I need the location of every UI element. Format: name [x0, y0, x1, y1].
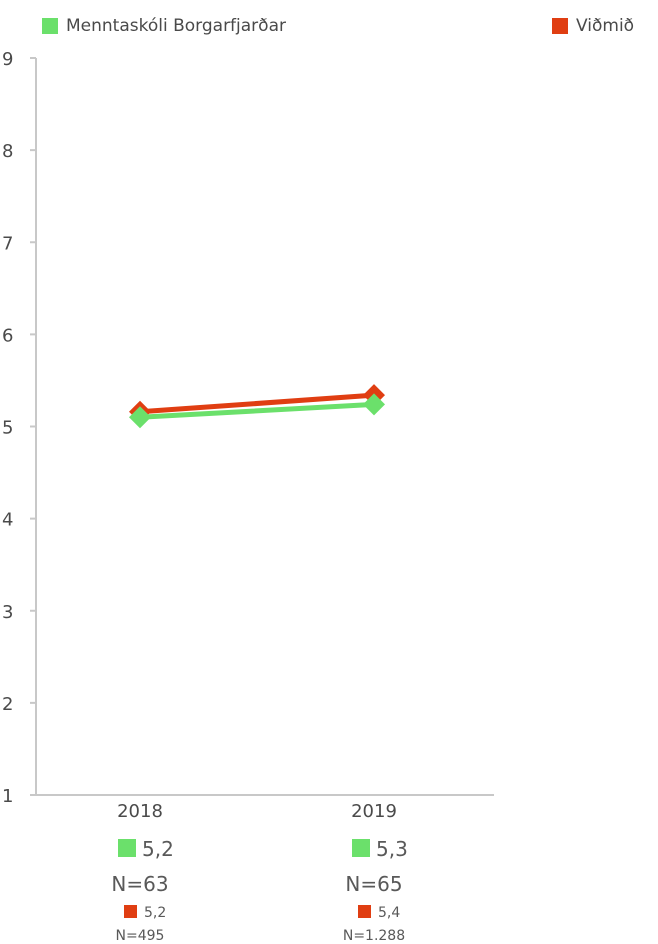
data-point-primary: [129, 406, 151, 429]
annotation-primary-n: N=65: [345, 872, 402, 896]
series-line-primary: [137, 401, 377, 420]
annotation-reference-n: N=1.288: [343, 928, 405, 944]
y-tick-label: 6: [2, 325, 13, 346]
annotation-swatch-primary: [118, 839, 136, 857]
y-tick-label: 5: [2, 418, 13, 439]
y-tick-label: 4: [2, 510, 13, 531]
legend-label-primary: Menntaskóli Borgarfjarðar: [66, 16, 286, 36]
legend-swatch-reference: [552, 18, 568, 34]
data-point-primary: [363, 393, 385, 416]
annotation-swatch-reference: [124, 905, 137, 918]
annotation-reference-value: 5,2: [144, 905, 166, 921]
annotation-reference-n: N=495: [116, 928, 165, 944]
annotation-swatch-reference: [358, 905, 371, 918]
legend-item-reference[interactable]: Viðmið: [552, 14, 634, 38]
y-tick-label: 7: [2, 233, 13, 254]
annotation-primary-value: 5,3: [376, 837, 408, 861]
y-tick-label: 2: [2, 694, 13, 715]
x-tick-label: 2019: [351, 801, 397, 822]
y-tick-label: 1: [2, 786, 13, 807]
legend-label-reference: Viðmið: [576, 16, 635, 36]
annotation-primary-value: 5,2: [142, 837, 174, 861]
legend-item-primary[interactable]: Menntaskóli Borgarfjarðar: [42, 14, 286, 38]
legend-swatch-primary: [42, 18, 58, 34]
annotation-reference-value: 5,4: [378, 905, 400, 921]
series-line-reference: [137, 392, 377, 415]
y-tick-label: 8: [2, 141, 13, 162]
y-tick-label: 3: [2, 602, 13, 623]
x-tick-label: 2018: [117, 801, 163, 822]
y-tick-label: 9: [2, 49, 13, 70]
annotation-swatch-primary: [352, 839, 370, 857]
annotation-primary-n: N=63: [111, 872, 168, 896]
